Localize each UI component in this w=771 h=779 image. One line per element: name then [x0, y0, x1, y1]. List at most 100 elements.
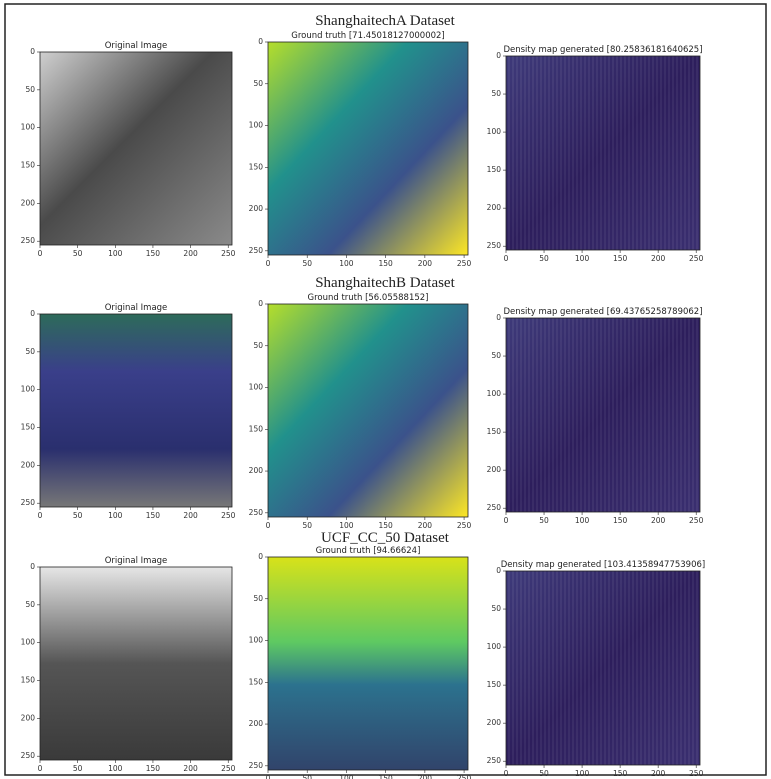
- x-tick-label: 150: [613, 769, 628, 778]
- y-tick-label: 200: [21, 713, 36, 722]
- x-tick-label: 0: [38, 764, 43, 773]
- x-tick-label: 200: [418, 259, 433, 268]
- y-tick-label: 150: [21, 676, 36, 685]
- x-tick-label: 100: [339, 521, 354, 530]
- y-tick-label: 250: [249, 246, 264, 255]
- y-tick-label: 150: [487, 427, 502, 436]
- panel-image: [268, 304, 468, 517]
- x-tick-label: 150: [378, 774, 393, 779]
- x-tick-label: 50: [302, 774, 312, 779]
- y-tick-label: 100: [249, 383, 264, 392]
- y-tick-label: 50: [253, 594, 263, 603]
- x-tick-label: 150: [613, 254, 628, 263]
- image-texture: [506, 571, 700, 765]
- row-title: ShanghaitechB Dataset: [315, 275, 455, 291]
- y-tick-label: 50: [253, 341, 263, 350]
- y-tick-label: 50: [491, 351, 501, 360]
- panel-title: Density map generated [69.43765258789062…: [503, 307, 702, 317]
- x-tick-label: 250: [689, 769, 704, 778]
- x-tick-label: 50: [73, 249, 83, 258]
- y-tick-label: 250: [249, 761, 264, 770]
- panel-title: Original Image: [105, 41, 168, 51]
- x-tick-label: 100: [339, 774, 354, 779]
- y-tick-label: 0: [30, 562, 35, 571]
- row-title: ShanghaitechA Dataset: [315, 13, 455, 29]
- y-tick-label: 0: [258, 299, 263, 308]
- x-tick-label: 200: [183, 764, 198, 773]
- y-tick-label: 100: [249, 121, 264, 130]
- x-tick-label: 100: [108, 511, 123, 520]
- x-tick-label: 100: [575, 516, 590, 525]
- image-texture: [506, 56, 700, 250]
- x-tick-label: 100: [575, 254, 590, 263]
- x-tick-label: 0: [504, 516, 509, 525]
- x-tick-label: 200: [183, 249, 198, 258]
- x-tick-label: 100: [108, 249, 123, 258]
- y-tick-label: 150: [487, 165, 502, 174]
- y-tick-label: 50: [491, 604, 501, 613]
- panel-title: Ground truth [56.05588152]: [307, 293, 428, 303]
- y-tick-label: 0: [496, 566, 501, 575]
- panel-title: Ground truth [94.66624]: [316, 546, 421, 556]
- x-tick-label: 250: [457, 774, 472, 779]
- x-tick-label: 50: [73, 511, 83, 520]
- y-tick-label: 250: [21, 236, 36, 245]
- y-tick-label: 100: [487, 389, 502, 398]
- x-tick-label: 200: [651, 769, 666, 778]
- y-tick-label: 250: [487, 241, 502, 250]
- y-tick-label: 250: [21, 498, 36, 507]
- x-tick-label: 200: [418, 521, 433, 530]
- y-tick-label: 0: [30, 47, 35, 56]
- y-tick-label: 100: [21, 123, 36, 132]
- x-tick-label: 150: [378, 259, 393, 268]
- x-tick-label: 200: [183, 511, 198, 520]
- y-tick-label: 200: [21, 460, 36, 469]
- y-tick-label: 150: [249, 162, 264, 171]
- y-tick-label: 50: [25, 600, 35, 609]
- y-tick-label: 200: [21, 198, 36, 207]
- x-tick-label: 200: [418, 774, 433, 779]
- x-tick-label: 50: [302, 259, 312, 268]
- x-tick-label: 50: [73, 764, 83, 773]
- x-tick-label: 100: [339, 259, 354, 268]
- panel-title: Density map generated [103.4135894775390…: [501, 560, 705, 570]
- y-tick-label: 150: [249, 677, 264, 686]
- y-tick-label: 250: [487, 756, 502, 765]
- y-tick-label: 200: [249, 719, 264, 728]
- x-tick-label: 150: [146, 511, 161, 520]
- panel-image: [40, 567, 232, 760]
- x-tick-label: 150: [146, 249, 161, 258]
- x-tick-label: 50: [539, 516, 549, 525]
- x-tick-label: 0: [38, 249, 43, 258]
- y-tick-label: 0: [258, 552, 263, 561]
- y-tick-label: 200: [487, 718, 502, 727]
- y-tick-label: 50: [25, 347, 35, 356]
- y-tick-label: 150: [21, 161, 36, 170]
- y-tick-label: 200: [487, 465, 502, 474]
- x-tick-label: 200: [651, 254, 666, 263]
- x-tick-label: 250: [221, 764, 236, 773]
- x-tick-label: 150: [146, 764, 161, 773]
- x-tick-label: 0: [504, 769, 509, 778]
- y-tick-label: 150: [487, 680, 502, 689]
- y-tick-label: 100: [487, 642, 502, 651]
- x-tick-label: 250: [689, 254, 704, 263]
- x-tick-label: 250: [457, 521, 472, 530]
- row-title: UCF_CC_50 Dataset: [321, 530, 450, 546]
- y-tick-label: 200: [487, 203, 502, 212]
- y-tick-label: 250: [249, 508, 264, 517]
- y-tick-label: 150: [249, 424, 264, 433]
- panel-image: [40, 314, 232, 507]
- image-texture: [506, 318, 700, 512]
- x-tick-label: 0: [38, 511, 43, 520]
- y-tick-label: 100: [487, 127, 502, 136]
- x-tick-label: 100: [108, 764, 123, 773]
- y-tick-label: 100: [21, 638, 36, 647]
- y-tick-label: 0: [496, 51, 501, 60]
- y-tick-label: 200: [249, 466, 264, 475]
- x-tick-label: 50: [539, 769, 549, 778]
- panel-title: Ground truth [71.45018127000002]: [291, 31, 444, 41]
- figure: ShanghaitechA Dataset Original Image 0 50 10…: [0, 0, 771, 779]
- panel-title: Density map generated [80.25836181640625…: [503, 45, 702, 55]
- panel-title: Original Image: [105, 303, 168, 313]
